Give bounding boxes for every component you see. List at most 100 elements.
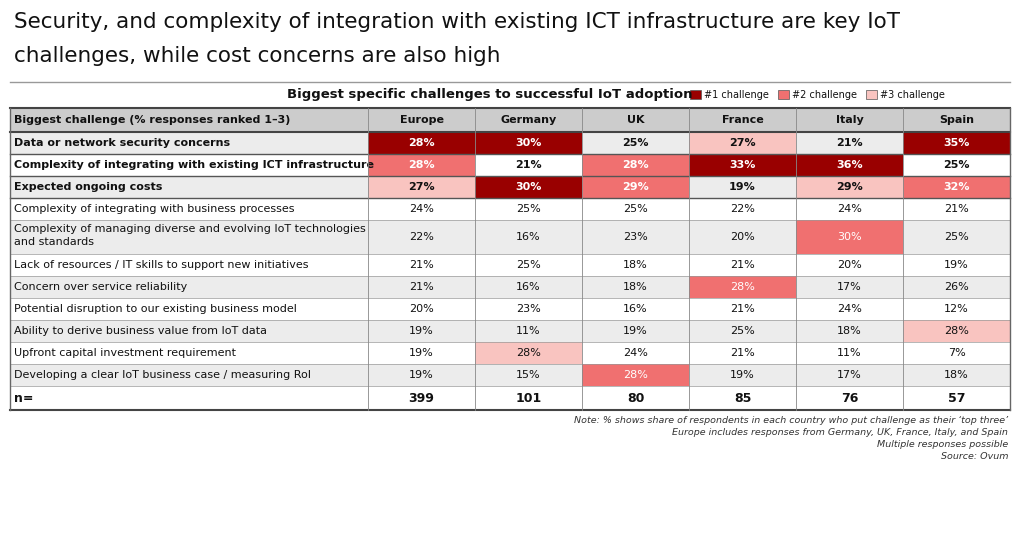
Bar — [10, 276, 1010, 298]
Bar — [475, 176, 582, 198]
Bar — [690, 90, 701, 99]
Text: Potential disruption to our existing business model: Potential disruption to our existing bus… — [14, 304, 297, 314]
Text: 399: 399 — [408, 392, 435, 405]
Text: Complexity of managing diverse and evolving IoT technologies: Complexity of managing diverse and evolv… — [14, 224, 366, 234]
Text: and standards: and standards — [14, 237, 94, 247]
Text: 35%: 35% — [943, 138, 970, 148]
Text: 21%: 21% — [730, 304, 755, 314]
Text: 15%: 15% — [517, 370, 541, 380]
Text: 85: 85 — [734, 392, 751, 405]
Text: 24%: 24% — [409, 204, 434, 214]
Text: 21%: 21% — [944, 204, 969, 214]
Text: 11%: 11% — [837, 348, 862, 358]
Text: 21%: 21% — [516, 160, 542, 170]
Bar — [689, 276, 796, 298]
Bar — [903, 320, 1010, 342]
Text: 16%: 16% — [517, 282, 541, 292]
Text: 28%: 28% — [516, 348, 541, 358]
Text: 7%: 7% — [947, 348, 966, 358]
Text: 101: 101 — [516, 392, 541, 405]
Text: 30%: 30% — [837, 232, 862, 242]
Text: 25%: 25% — [517, 204, 541, 214]
Text: 19%: 19% — [409, 370, 434, 380]
Text: 76: 76 — [841, 392, 859, 405]
Bar — [903, 132, 1010, 154]
Text: 25%: 25% — [730, 326, 755, 336]
Text: 19%: 19% — [944, 260, 969, 270]
Text: Data or network security concerns: Data or network security concerns — [14, 138, 230, 148]
Text: Complexity of integrating with business processes: Complexity of integrating with business … — [14, 204, 294, 214]
Text: 28%: 28% — [622, 160, 648, 170]
Text: 32%: 32% — [943, 182, 970, 192]
Bar — [10, 254, 1010, 276]
Text: 20%: 20% — [837, 260, 862, 270]
Text: 25%: 25% — [944, 232, 969, 242]
Text: 20%: 20% — [730, 232, 755, 242]
Text: #2 challenge: #2 challenge — [792, 89, 857, 100]
Text: 18%: 18% — [837, 326, 862, 336]
Text: 30%: 30% — [516, 182, 542, 192]
Text: 28%: 28% — [408, 138, 435, 148]
Text: Lack of resources / IT skills to support new initiatives: Lack of resources / IT skills to support… — [14, 260, 308, 270]
Text: 25%: 25% — [943, 160, 970, 170]
Text: Complexity of integrating with existing ICT infrastructure: Complexity of integrating with existing … — [14, 160, 374, 170]
Text: 30%: 30% — [516, 138, 542, 148]
Text: 33%: 33% — [729, 160, 756, 170]
Text: 29%: 29% — [622, 182, 649, 192]
Text: 21%: 21% — [409, 260, 434, 270]
Text: 19%: 19% — [729, 182, 756, 192]
Bar — [582, 364, 689, 386]
Text: 12%: 12% — [944, 304, 969, 314]
Text: 28%: 28% — [623, 370, 648, 380]
Text: Spain: Spain — [939, 115, 974, 125]
Text: Developing a clear IoT business case / measuring RoI: Developing a clear IoT business case / m… — [14, 370, 311, 380]
Text: 27%: 27% — [408, 182, 435, 192]
Text: 26%: 26% — [944, 282, 969, 292]
Text: 36%: 36% — [836, 160, 863, 170]
Text: 17%: 17% — [837, 282, 862, 292]
Bar — [368, 154, 475, 176]
Text: Source: Ovum: Source: Ovum — [940, 452, 1008, 461]
Text: Biggest specific challenges to successful IoT adoption: Biggest specific challenges to successfu… — [287, 88, 693, 101]
Text: 21%: 21% — [836, 138, 863, 148]
Bar — [10, 154, 1010, 176]
Bar — [778, 90, 789, 99]
Text: Upfront capital investment requirement: Upfront capital investment requirement — [14, 348, 236, 358]
Bar — [10, 386, 1010, 410]
Text: 11%: 11% — [517, 326, 541, 336]
Text: 27%: 27% — [729, 138, 756, 148]
Bar — [796, 220, 903, 254]
Text: France: France — [722, 115, 764, 125]
Bar — [10, 364, 1010, 386]
Text: 21%: 21% — [409, 282, 434, 292]
Bar — [796, 176, 903, 198]
Text: Expected ongoing costs: Expected ongoing costs — [14, 182, 162, 192]
Bar — [475, 132, 582, 154]
Text: 24%: 24% — [623, 348, 648, 358]
Text: 25%: 25% — [622, 138, 648, 148]
Text: 17%: 17% — [837, 370, 862, 380]
Bar — [582, 154, 689, 176]
Bar — [796, 154, 903, 176]
Text: Italy: Italy — [835, 115, 864, 125]
Bar — [582, 176, 689, 198]
Bar — [10, 220, 1010, 254]
Text: 28%: 28% — [408, 160, 435, 170]
Text: 16%: 16% — [517, 232, 541, 242]
Text: 21%: 21% — [730, 348, 755, 358]
Bar — [475, 342, 582, 364]
Bar — [689, 154, 796, 176]
Bar — [10, 198, 1010, 220]
Text: 28%: 28% — [944, 326, 969, 336]
Text: 21%: 21% — [730, 260, 755, 270]
Text: 29%: 29% — [836, 182, 863, 192]
Bar — [10, 108, 1010, 132]
Text: 57: 57 — [947, 392, 965, 405]
Text: 25%: 25% — [517, 260, 541, 270]
Text: 16%: 16% — [623, 304, 647, 314]
Text: 24%: 24% — [837, 204, 862, 214]
Bar — [903, 176, 1010, 198]
Text: Multiple responses possible: Multiple responses possible — [877, 440, 1008, 449]
Text: 28%: 28% — [730, 282, 755, 292]
Text: Europe includes responses from Germany, UK, France, Italy, and Spain: Europe includes responses from Germany, … — [672, 428, 1008, 437]
